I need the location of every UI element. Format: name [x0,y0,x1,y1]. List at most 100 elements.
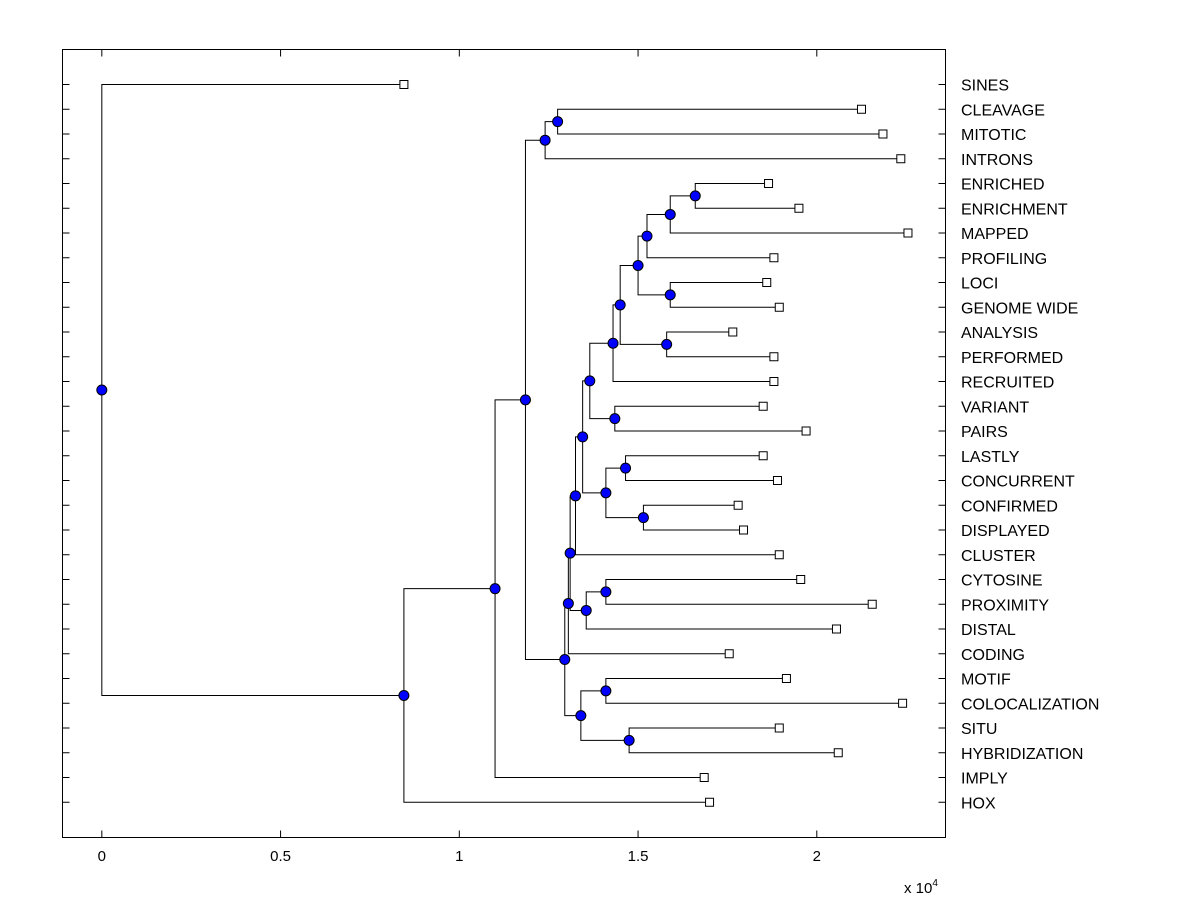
leaf-marker-loci [762,278,772,287]
node-marker-n12 [584,375,596,387]
node-marker-n22 [600,685,612,697]
leaf-marker-confirmed [733,500,743,510]
leaf-marker-cytosine [796,575,806,584]
leaf-label-coding: CODING [961,647,1025,664]
leaf-marker-mapped [903,228,913,238]
node-marker-n4 [664,208,676,220]
leaf-marker-pairs [801,426,811,436]
leaf-marker-profiling [769,253,779,263]
leaf-label-hox: HOX [961,795,996,812]
leaf-marker-cluster [774,550,784,560]
leaf-label-lastly: LASTLY [961,449,1020,466]
leaf-marker-hybridization [833,748,843,758]
node-marker-n19 [580,604,592,616]
leaf-label-cleavage: CLEAVAGE [961,102,1045,119]
x-axis-multiplier: x 104 [904,878,938,897]
leaf-marker-introns [896,154,906,164]
node-marker-n21 [562,597,574,609]
node-marker-n5 [641,230,653,242]
x-tick-label: 2 [813,848,821,865]
leaf-label-mapped: MAPPED [961,226,1029,243]
node-marker-n2 [539,134,551,146]
leaf-label-analysis: ANALYSIS [961,325,1038,342]
leaf-label-cytosine: CYTOSINE [961,573,1043,590]
node-marker-n25 [559,654,571,666]
node-marker-n3 [689,190,701,202]
leaf-label-imply: IMPLY [961,771,1008,788]
node-marker-n28 [398,689,410,701]
merge-node-markers [96,116,701,746]
node-marker-n17 [569,490,581,502]
leaf-marker-displayed [739,525,749,535]
leaf-label-situ: SITU [961,721,997,738]
leaf-label-cluster: CLUSTER [961,548,1036,565]
node-marker-n14 [637,512,649,524]
leaf-marker-coding [724,649,734,659]
node-marker-n18 [600,586,612,598]
leaf-marker-sines [399,80,409,89]
node-marker-n23 [623,734,635,746]
leaf-marker-imply [699,773,709,782]
node-marker-n6 [664,289,676,301]
x-axis-ticks: 0 0.5 1 1.5 2 [98,49,821,865]
node-marker-n20 [564,547,576,559]
node-marker-n27 [489,583,501,595]
leaf-marker-hox [705,797,715,807]
leaf-marker-variant [758,401,768,411]
x-axis-multiplier-exponent: 4 [932,878,938,889]
leaf-label-displayed: DISPLAYED [961,523,1050,540]
leaf-label-variant: VARIANT [961,399,1029,416]
leaf-marker-recruited [769,377,779,386]
node-marker-n13 [620,462,632,474]
leaf-label-pairs: PAIRS [961,424,1008,441]
leaf-label-loci: LOCI [961,276,998,293]
leaf-marker-performed [769,352,779,362]
leaf-label-enriched: ENRICHED [961,177,1045,194]
x-tick-label: 1.5 [628,848,649,865]
leaf-marker-lastly [758,451,768,461]
node-marker-n24 [575,710,587,722]
leaf-marker-genome-wide [774,302,784,312]
node-marker-n7 [632,259,644,271]
leaf-marker-motif [781,674,791,683]
x-tick-label: 1 [455,848,463,865]
leaf-label-performed: PERFORMED [961,350,1063,367]
leaf-label-motif: MOTIF [961,672,1011,689]
leaf-marker-cleavage [856,104,866,114]
leaf-label-confirmed: CONFIRMED [961,498,1058,515]
x-tick-label: 0.5 [270,848,291,865]
leaf-label-colocalization: COLOCALIZATION [961,696,1099,713]
leaf-marker-analysis [728,327,738,337]
leaf-label-proximity: PROXIMITY [961,597,1049,614]
node-marker-n9 [614,299,626,311]
leaf-label-profiling: PROFILING [961,251,1047,268]
node-marker-n29 [96,384,108,396]
leaf-label-enrichment: ENRICHMENT [961,201,1068,218]
leaf-marker-enrichment [794,203,804,213]
leaf-marker-distal [831,624,841,634]
y-axis-ticks [62,84,946,803]
node-marker-n8 [661,338,673,350]
leaf-label-concurrent: CONCURRENT [961,474,1075,491]
x-tick-label: 0 [98,848,106,865]
node-marker-n15 [600,487,612,499]
leaf-label-mitotic: MITOTIC [961,127,1026,144]
leaf-markers [399,80,913,807]
leaf-label-introns: INTRONS [961,152,1033,169]
leaf-label-distal: DISTAL [961,622,1016,639]
leaf-label-hybridization: HYBRIDIZATION [961,746,1083,763]
node-marker-n10 [607,337,619,349]
x-axis-multiplier-base: x 10 [904,880,932,897]
node-marker-n1 [552,116,564,128]
leaf-marker-proximity [867,599,877,609]
node-marker-n26 [519,394,531,406]
leaf-label-genome-wide: GENOME WIDE [961,300,1078,317]
leaf-marker-mitotic [878,129,888,139]
node-marker-n16 [577,431,589,443]
leaf-marker-enriched [764,179,774,188]
leaf-marker-concurrent [772,476,782,485]
plot-frame [62,49,946,838]
leaf-label-recruited: RECRUITED [961,375,1054,392]
node-marker-n11 [609,413,621,425]
